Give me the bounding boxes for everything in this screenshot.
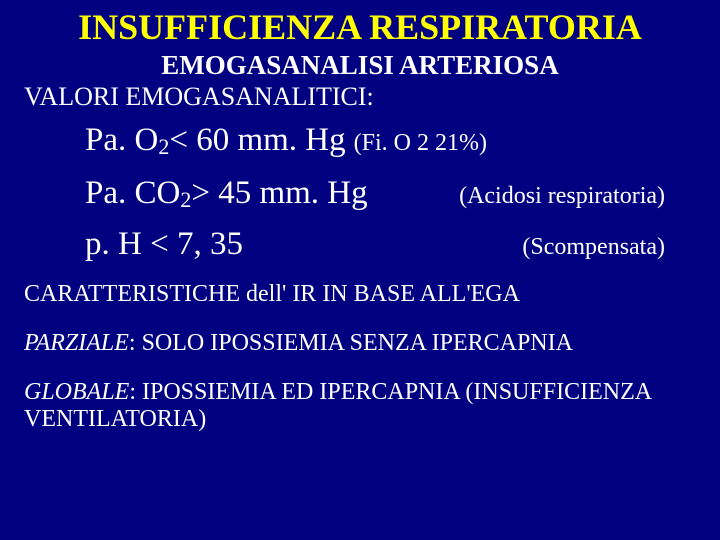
formula1-post: < 60 mm. Hg bbox=[169, 122, 345, 159]
formula3-text: p. H < 7, 35 bbox=[85, 226, 243, 263]
formula2-pre: Pa. CO bbox=[85, 175, 180, 212]
formula-line-2: Pa. CO2 > 45 mm. Hg (Acidosi respiratori… bbox=[85, 175, 705, 212]
formula1-fio2: (Fi. O 2 21%) bbox=[354, 130, 487, 157]
globale-label: GLOBALE bbox=[24, 379, 129, 405]
formula1-sub: 2 bbox=[158, 134, 169, 160]
formula-block: Pa. O2 < 60 mm. Hg (Fi. O 2 21%) Pa. CO2… bbox=[0, 122, 720, 263]
formula3-annotation: (Scompensata) bbox=[522, 234, 705, 261]
formula2-annotation: (Acidosi respiratoria) bbox=[459, 183, 705, 210]
parziale-label: PARZIALE bbox=[24, 330, 129, 356]
characteristics-line: CARATTERISTICHE dell' IR IN BASE ALL'EGA bbox=[0, 281, 720, 308]
formula1-pre: Pa. O bbox=[85, 122, 158, 159]
slide-title: INSUFFICIENZA RESPIRATORIA bbox=[0, 0, 720, 48]
slide-subtitle: EMOGASANALISI ARTERIOSA bbox=[0, 50, 720, 81]
formula-line-1: Pa. O2 < 60 mm. Hg (Fi. O 2 21%) bbox=[85, 122, 705, 159]
formula2-sub: 2 bbox=[180, 187, 191, 213]
formula2-post: > 45 mm. Hg bbox=[191, 175, 367, 212]
parziale-line: PARZIALE: SOLO IPOSSIEMIA SENZA IPERCAPN… bbox=[0, 330, 720, 357]
valori-label: VALORI EMOGASANALITICI: bbox=[0, 82, 720, 112]
globale-line: GLOBALE: IPOSSIEMIA ED IPERCAPNIA (INSUF… bbox=[0, 379, 720, 433]
parziale-text: : SOLO IPOSSIEMIA SENZA IPERCAPNIA bbox=[129, 330, 573, 356]
formula-line-3: p. H < 7, 35 (Scompensata) bbox=[85, 226, 705, 263]
